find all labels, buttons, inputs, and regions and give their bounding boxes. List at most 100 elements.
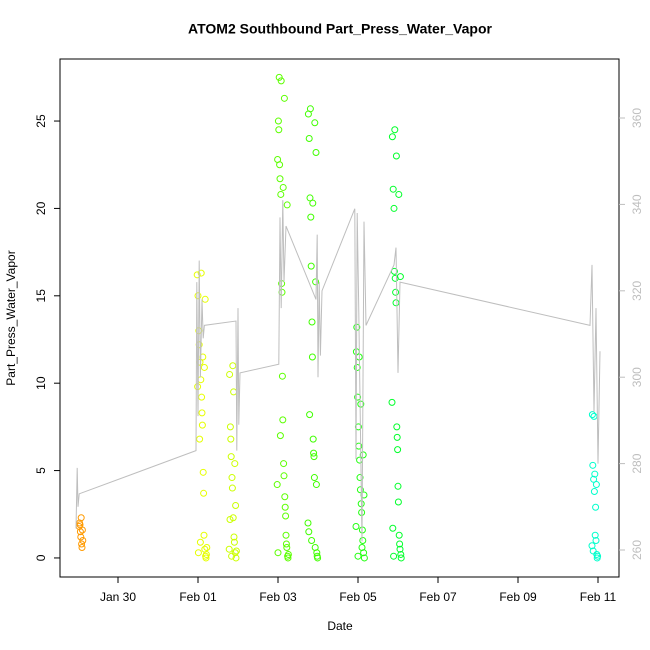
point [395, 190, 403, 198]
point [281, 503, 289, 511]
point [308, 536, 316, 544]
x-tick-label: Feb 01 [179, 590, 217, 604]
point [230, 533, 238, 541]
point [390, 552, 398, 560]
point [589, 547, 597, 555]
point [359, 451, 367, 459]
point [232, 502, 240, 510]
point [591, 531, 599, 539]
x-tick-label: Feb 09 [499, 590, 537, 604]
point [76, 528, 84, 536]
point [282, 531, 290, 539]
point [278, 372, 286, 380]
point [280, 94, 288, 102]
y2-tick-label: 340 [630, 194, 644, 214]
line-series [75, 200, 601, 542]
point [591, 470, 599, 478]
point [227, 435, 235, 443]
point [397, 550, 405, 558]
point [311, 119, 319, 127]
point [199, 468, 207, 476]
point [396, 545, 404, 553]
point [194, 549, 202, 557]
point [284, 554, 292, 562]
point [392, 288, 400, 296]
point [588, 542, 596, 550]
point [280, 460, 288, 468]
point [389, 185, 397, 193]
y-tick-label: 20 [34, 201, 48, 215]
point [312, 148, 320, 156]
point [393, 423, 401, 431]
point [273, 481, 281, 489]
point [306, 194, 314, 202]
point [388, 398, 396, 406]
x-tick-label: Feb 05 [339, 590, 377, 604]
point [275, 73, 283, 81]
point [309, 435, 317, 443]
point [354, 552, 362, 560]
point [200, 531, 208, 539]
point [225, 545, 233, 553]
point [202, 554, 210, 562]
y-tick-label: 5 [34, 467, 48, 474]
point [277, 77, 285, 85]
point [230, 538, 238, 546]
point [308, 318, 316, 326]
point [200, 489, 208, 497]
point [78, 543, 86, 551]
point [307, 262, 315, 270]
point [594, 552, 602, 560]
point [275, 126, 283, 134]
point [228, 474, 236, 482]
y-tick-label: 0 [34, 554, 48, 561]
point [309, 199, 317, 207]
point [310, 453, 318, 461]
point [308, 353, 316, 361]
point [276, 432, 284, 440]
point [305, 135, 313, 143]
point [202, 550, 210, 558]
point [592, 503, 600, 511]
point [359, 536, 367, 544]
point [305, 528, 313, 536]
point [279, 183, 287, 191]
point [77, 514, 85, 522]
point [590, 488, 598, 496]
point [77, 533, 85, 541]
plot-frame [59, 58, 620, 578]
point [282, 540, 290, 548]
y-axis-label: Part_Press_Water_Vapor [4, 250, 18, 385]
point [310, 449, 318, 457]
point [353, 363, 361, 371]
point [394, 482, 402, 490]
point [354, 393, 362, 401]
point [393, 433, 401, 441]
point [232, 547, 240, 555]
point [283, 543, 291, 551]
point [314, 554, 322, 562]
y2-tick-label: 280 [630, 453, 644, 473]
point [310, 474, 318, 482]
point [356, 486, 364, 494]
point [590, 412, 598, 420]
point [198, 421, 206, 429]
point [279, 416, 287, 424]
point [283, 201, 291, 209]
point [196, 435, 204, 443]
point [280, 472, 288, 480]
point [590, 475, 598, 483]
point [396, 273, 404, 281]
point [227, 453, 235, 461]
point [307, 213, 315, 221]
y-tick-label: 10 [34, 376, 48, 390]
point [79, 536, 87, 544]
point [226, 370, 234, 378]
point [196, 538, 204, 546]
point [231, 460, 239, 468]
point [281, 493, 289, 501]
point [78, 526, 86, 534]
point [226, 423, 234, 431]
point [394, 498, 402, 506]
